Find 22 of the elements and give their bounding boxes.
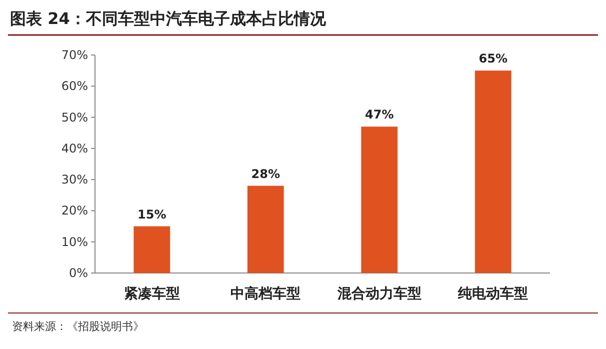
chart-title: 图表 24：不同车型中汽车电子成本占比情况 xyxy=(10,9,327,28)
y-tick-label: 0% xyxy=(68,266,88,280)
y-tick-label: 20% xyxy=(61,204,88,218)
data-label: 15% xyxy=(138,207,166,222)
y-tick-label: 30% xyxy=(61,172,88,187)
y-tick-label: 50% xyxy=(61,110,88,124)
bar xyxy=(247,186,284,273)
y-tick-label: 40% xyxy=(61,141,88,156)
y-tick-label: 10% xyxy=(61,234,88,249)
text: 资料来源：《招股说明书》 xyxy=(12,320,144,333)
y-tick-label: 60% xyxy=(61,79,88,94)
x-tick-label: 中高档车型 xyxy=(230,285,301,302)
y-tick-label: 70% xyxy=(61,48,88,62)
bar xyxy=(361,126,398,273)
x-tick-label: 紧凑车型 xyxy=(124,285,180,302)
x-tick-label: 纯电动车型 xyxy=(457,285,528,302)
data-label: 47% xyxy=(365,108,394,122)
x-tick-label: 混合动力车型 xyxy=(336,285,422,302)
data-label: 65% xyxy=(478,52,508,66)
data-label: 28% xyxy=(251,166,280,181)
bar xyxy=(474,70,512,273)
bar xyxy=(134,226,170,273)
